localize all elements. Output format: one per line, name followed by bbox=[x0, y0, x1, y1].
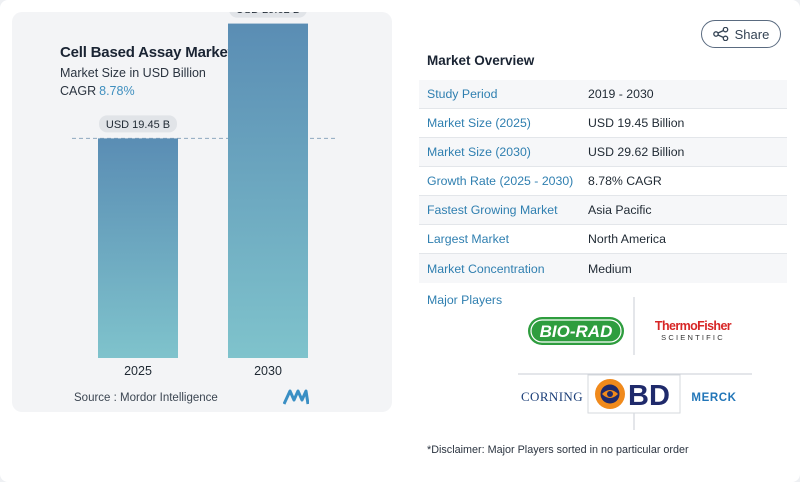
overview-row: Growth Rate (2025 - 2030) 8.78% CAGR bbox=[419, 167, 787, 196]
chart-panel bbox=[12, 12, 392, 412]
overview-row: Market Concentration Medium bbox=[419, 254, 787, 283]
x-tick-label: 2025 bbox=[124, 364, 152, 378]
overview-label: Fastest Growing Market bbox=[427, 203, 558, 217]
overview-row: Market Size (2030) USD 29.62 Billion bbox=[419, 138, 787, 167]
overview-value: Asia Pacific bbox=[588, 203, 652, 217]
share-label: Share bbox=[734, 26, 770, 42]
merck-logo: MERCK bbox=[691, 392, 736, 404]
chart-cagr: CAGR 8.78% bbox=[60, 84, 135, 98]
overview-value: USD 29.62 Billion bbox=[588, 145, 685, 159]
svg-text:SCIENTIFIC: SCIENTIFIC bbox=[661, 333, 725, 342]
data-label: USD 29.62 B bbox=[236, 12, 300, 16]
share-icon bbox=[712, 27, 728, 41]
thermofisher-logo: ThermoFisher SCIENTIFIC bbox=[655, 319, 732, 342]
data-label: USD 19.45 B bbox=[106, 119, 170, 131]
overview-row: Fastest Growing Market Asia Pacific bbox=[419, 196, 787, 225]
overview-title: Market Overview bbox=[427, 53, 535, 68]
bar-2030 bbox=[228, 23, 308, 358]
overview-table: Study Period 2019 - 2030 Market Size (202… bbox=[419, 80, 787, 283]
overview-label: Market Concentration bbox=[427, 261, 545, 276]
bar-2025 bbox=[98, 138, 178, 358]
mordor-logo-icon bbox=[283, 389, 309, 405]
svg-text:ThermoFisher: ThermoFisher bbox=[655, 319, 732, 333]
data-label-bg bbox=[229, 12, 307, 18]
overview-label: Growth Rate (2025 - 2030) bbox=[427, 174, 574, 188]
overview-row: Largest Market North America bbox=[419, 225, 787, 254]
cagr-label: CAGR bbox=[60, 84, 97, 98]
cagr-value: 8.78% bbox=[99, 84, 135, 98]
overview-value: North America bbox=[588, 232, 666, 246]
svg-text:BD: BD bbox=[628, 380, 670, 412]
overview-value: 2019 - 2030 bbox=[588, 87, 654, 101]
chart-subtitle: Market Size in USD Billion bbox=[60, 66, 206, 80]
x-tick-label: 2030 bbox=[254, 364, 282, 378]
bar-chart: USD 19.45 B 2025 USD 29.62 B 2030 bbox=[72, 12, 337, 378]
svg-text:CORNING: CORNING bbox=[521, 389, 583, 404]
share-button[interactable]: Share bbox=[701, 20, 781, 48]
major-players-title: Major Players bbox=[427, 293, 503, 307]
overview-label: Largest Market bbox=[427, 232, 510, 246]
overview-value: Medium bbox=[588, 261, 632, 276]
overview-label: Market Size (2030) bbox=[427, 145, 531, 159]
svg-text:MERCK: MERCK bbox=[691, 392, 736, 404]
disclaimer: *Disclaimer: Major Players sorted in no … bbox=[427, 444, 689, 456]
overview-label: Market Size (2025) bbox=[427, 116, 531, 130]
overview-value: 8.78% CAGR bbox=[588, 174, 662, 188]
svg-text:BIO-RAD: BIO-RAD bbox=[540, 322, 613, 341]
overview-row: Market Size (2025) USD 19.45 Billion bbox=[419, 109, 787, 138]
chart-title: Cell Based Assay Market bbox=[60, 44, 233, 61]
chart-source: Source : Mordor Intelligence bbox=[74, 392, 218, 404]
overview-label: Study Period bbox=[427, 87, 498, 101]
bd-logo: BD bbox=[587, 374, 681, 414]
data-label-bg bbox=[99, 115, 177, 133]
biorad-logo: BIO-RAD bbox=[528, 317, 624, 345]
overview-value: USD 19.45 Billion bbox=[588, 116, 685, 130]
overview-row: Study Period 2019 - 2030 bbox=[419, 80, 787, 109]
corning-logo: CORNING bbox=[521, 389, 583, 404]
